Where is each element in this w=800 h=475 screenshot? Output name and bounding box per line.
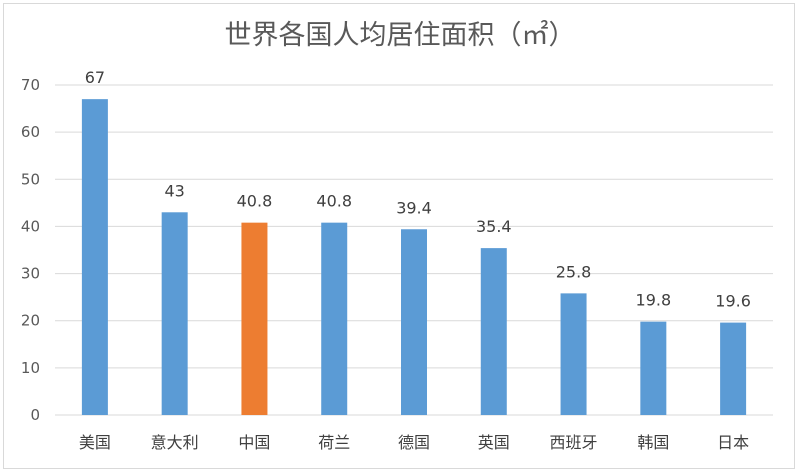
y-tick-label: 20 xyxy=(21,312,40,330)
data-label: 25.8 xyxy=(556,262,592,281)
bar xyxy=(81,99,108,416)
data-label: 35.4 xyxy=(476,217,512,236)
bar xyxy=(720,322,747,415)
data-label: 19.6 xyxy=(715,292,751,311)
y-tick-label: 10 xyxy=(21,359,40,377)
y-tick-label: 60 xyxy=(21,123,40,141)
data-label: 43 xyxy=(164,181,184,200)
y-tick-label: 70 xyxy=(21,76,40,94)
chart-frame xyxy=(3,3,795,469)
chart-title: 世界各国人均居住面积（㎡） xyxy=(225,20,576,51)
x-category-label: 西班牙 xyxy=(550,433,598,452)
data-labels: 67 43 40.8 40.8 39.4 35.4 25.8 19.8 19.6 xyxy=(85,68,751,310)
y-tick-label: 50 xyxy=(21,170,40,188)
x-category-label: 美国 xyxy=(79,433,111,452)
x-category-label: 英国 xyxy=(478,433,510,452)
data-label: 19.8 xyxy=(636,291,672,310)
bar xyxy=(401,229,427,415)
y-tick-label: 0 xyxy=(30,406,40,424)
y-tick-label: 30 xyxy=(21,265,40,283)
data-label: 40.8 xyxy=(237,192,273,211)
x-category-label: 德国 xyxy=(398,433,430,452)
data-label: 40.8 xyxy=(316,192,352,211)
x-axis-categories: 美国 意大利 中国 荷兰 德国 英国 西班牙 韩国 日本 xyxy=(79,433,749,452)
y-tick-label: 40 xyxy=(21,217,40,235)
y-axis-ticks: 0 10 20 30 40 50 60 70 xyxy=(21,76,40,424)
bar xyxy=(161,212,188,415)
bar xyxy=(321,222,348,415)
x-category-label: 中国 xyxy=(238,433,270,452)
x-category-label: 荷兰 xyxy=(318,433,350,452)
data-label: 39.4 xyxy=(396,198,432,217)
bar xyxy=(241,222,268,415)
x-category-label: 意大利 xyxy=(151,433,199,452)
bar xyxy=(480,248,507,415)
x-category-label: 韩国 xyxy=(637,433,669,452)
x-category-label: 日本 xyxy=(717,433,749,452)
bar xyxy=(640,321,667,415)
bars xyxy=(81,99,747,416)
data-label: 67 xyxy=(85,68,105,87)
bar xyxy=(560,293,587,415)
